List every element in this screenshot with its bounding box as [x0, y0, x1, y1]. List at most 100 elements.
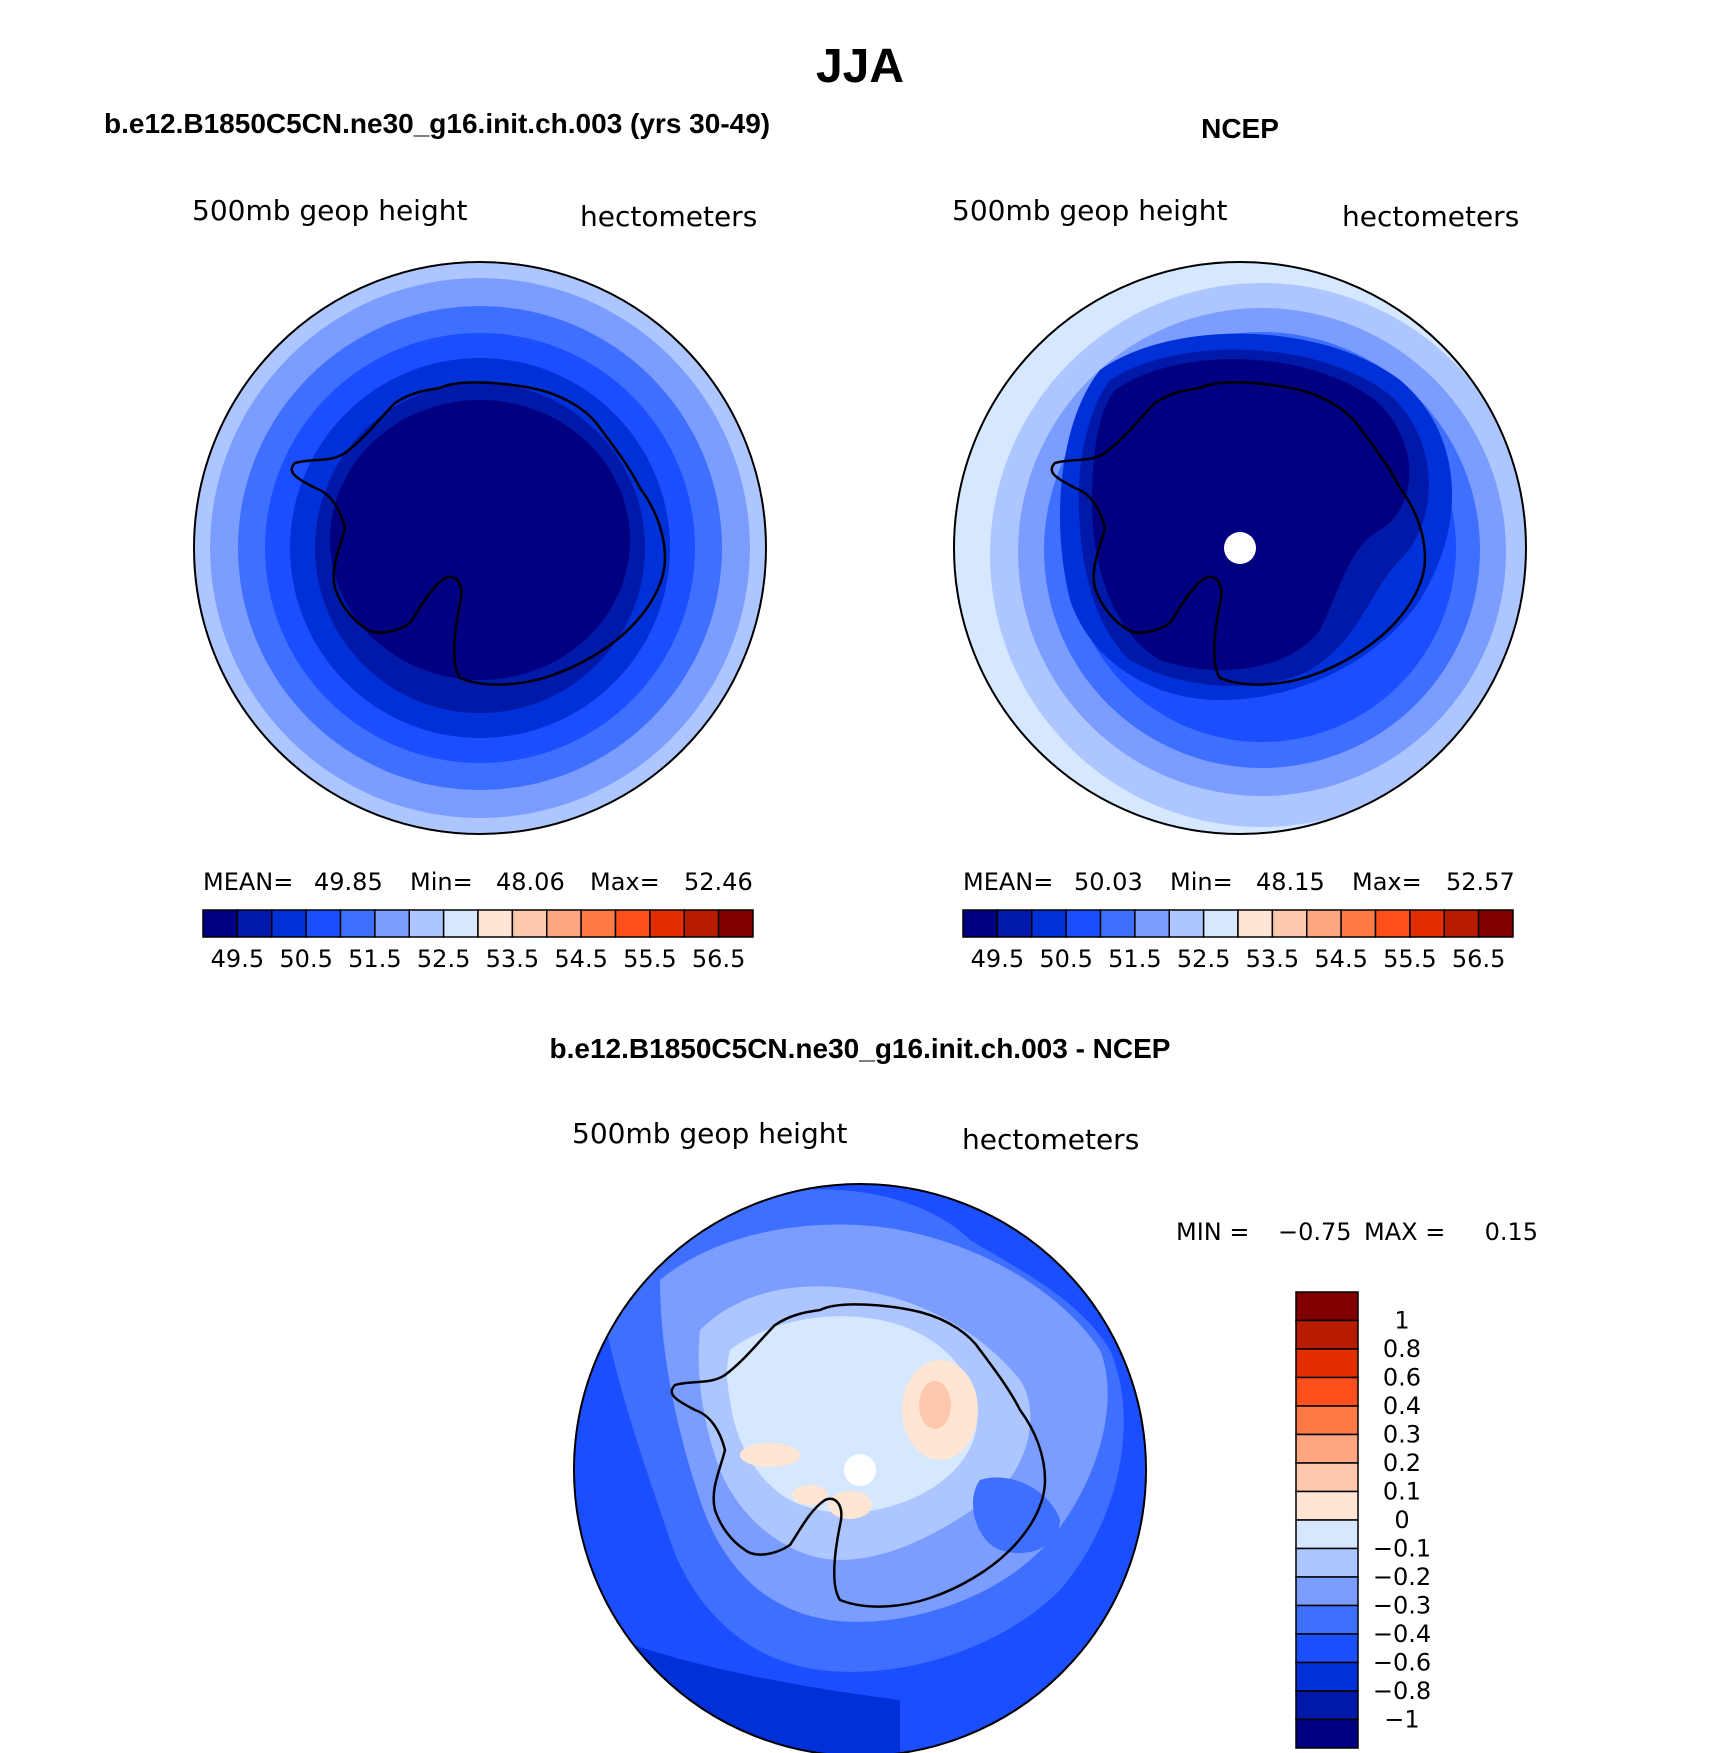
panel-model-variable-label: 500mb geop height — [192, 194, 467, 227]
panel-model-title: b.e12.B1850C5CN.ne30_g16.init.ch.003 (yr… — [104, 108, 770, 139]
colorbar-swatch — [477, 909, 514, 938]
colorbar-swatch — [580, 909, 617, 938]
panel-model-min-value: 48.06 — [496, 868, 565, 896]
colorbar-tick-label: −0.8 — [1373, 1677, 1431, 1705]
panel-difference-variable-label: 500mb geop height — [572, 1117, 847, 1150]
colorbar-tick-label: −0.3 — [1373, 1592, 1431, 1620]
colorbar-tick-label: 49.5 — [211, 945, 264, 973]
panel-difference-min-label: MIN = — [1176, 1218, 1249, 1246]
colorbar-tick-label: 53.5 — [486, 945, 539, 973]
colorbar-swatch — [236, 909, 273, 938]
colorbar-tick-label: 51.5 — [348, 945, 401, 973]
panel-ncep-mean-value: 50.03 — [1074, 868, 1143, 896]
colorbar-swatch — [996, 909, 1033, 938]
panel-ncep-min-label: Min= — [1170, 868, 1233, 896]
colorbar-tick-label: 51.5 — [1108, 945, 1161, 973]
colorbar-tick-label: 0.2 — [1383, 1449, 1421, 1477]
colorbar-swatch — [1374, 909, 1411, 938]
colorbar-tick-label: 52.5 — [417, 945, 470, 973]
colorbar-tick-label: 54.5 — [1314, 945, 1367, 973]
colorbar-swatch — [1065, 909, 1102, 938]
panel-ncep-max-value: 52.57 — [1446, 868, 1515, 896]
colorbar-swatch — [1295, 1576, 1359, 1607]
colorbar-swatch — [546, 909, 582, 938]
colorbar-tick-label: 0.4 — [1383, 1392, 1421, 1420]
panel-difference-map-border — [573, 1183, 1147, 1753]
colorbar-tick-label: 0.1 — [1383, 1478, 1421, 1506]
colorbar-swatch — [1295, 1519, 1359, 1550]
panel-difference-max-value: 0.15 — [1485, 1218, 1538, 1246]
colorbar-swatch — [1295, 1547, 1359, 1578]
panel-difference-title: b.e12.B1850C5CN.ne30_g16.init.ch.003 - N… — [550, 1033, 1171, 1064]
panel-ncep-map — [954, 262, 1526, 834]
colorbar-tick-label: −0.1 — [1373, 1535, 1431, 1563]
panel-ncep-variable-label: 500mb geop height — [952, 194, 1227, 227]
colorbar-swatch — [1340, 909, 1377, 938]
colorbar-swatch — [1295, 1291, 1359, 1322]
colorbar-tick-label: 54.5 — [554, 945, 607, 973]
colorbar-swatch — [271, 909, 307, 938]
colorbar-tick-label: 0.3 — [1383, 1421, 1421, 1449]
colorbar-swatch — [649, 909, 685, 938]
colorbar-tick-label: −0.2 — [1373, 1563, 1431, 1591]
colorbar-swatch — [442, 909, 479, 938]
colorbar-swatch — [1295, 1718, 1359, 1749]
colorbar-swatch — [1295, 1604, 1359, 1635]
colorbar-swatch — [374, 909, 410, 938]
colorbar-tick-label: 0 — [1394, 1506, 1409, 1534]
figure-title: JJA — [816, 40, 904, 93]
colorbar-swatch — [1295, 1633, 1359, 1664]
colorbar-swatch — [717, 909, 754, 938]
colorbar-tick-label: 49.5 — [971, 945, 1024, 973]
colorbar-swatch — [1306, 909, 1342, 938]
panel-difference-map — [574, 1184, 1146, 1753]
colorbar-tick-label: 55.5 — [1383, 945, 1436, 973]
panel-model-units-label: hectometers — [580, 200, 757, 233]
colorbar-tick-label: 50.5 — [279, 945, 332, 973]
panel-model-max-value: 52.46 — [684, 868, 753, 896]
panel-model-mean-label: MEAN= — [203, 868, 293, 896]
colorbar-swatch — [1295, 1348, 1359, 1379]
missing-data-pole — [844, 1454, 876, 1486]
colorbar-tick-label: −0.6 — [1373, 1649, 1431, 1677]
colorbar-swatch — [1099, 909, 1136, 938]
panel-difference-max-label: MAX = — [1364, 1218, 1445, 1246]
colorbar-tick-label: 56.5 — [1452, 945, 1505, 973]
panel-ncep-colorbar: 49.5 50.5 51.5 52.5 53.5 54.5 55.5 56.5 — [962, 909, 1514, 973]
missing-data-pole — [1224, 532, 1256, 564]
colorbar-swatch — [1031, 909, 1067, 938]
colorbar-swatch — [1295, 1405, 1359, 1436]
colorbar-swatch — [1271, 909, 1308, 938]
colorbar-swatch — [1409, 909, 1445, 938]
colorbar-swatch — [1295, 1661, 1359, 1692]
panel-ncep-min-value: 48.15 — [1256, 868, 1325, 896]
colorbar-swatch — [1237, 909, 1274, 938]
panel-ncep-mean-label: MEAN= — [963, 868, 1053, 896]
panel-difference-colorbar: 10.80.60.40.30.20.10−0.1−0.2−0.3−0.4−0.6… — [1295, 1291, 1431, 1749]
colorbar-swatch — [202, 909, 239, 938]
colorbar-swatch — [614, 909, 651, 938]
colorbar-tick-label: 1 — [1394, 1307, 1409, 1335]
colorbar-tick-label: 0.6 — [1383, 1364, 1421, 1392]
panel-ncep-title: NCEP — [1201, 113, 1279, 144]
colorbar-swatch — [1295, 1376, 1359, 1407]
colorbar-swatch — [1443, 909, 1480, 938]
colorbar-tick-label: 0.8 — [1383, 1335, 1421, 1363]
panel-difference-units-label: hectometers — [962, 1123, 1139, 1156]
colorbar-swatch — [1295, 1433, 1359, 1464]
panel-ncep-units-label: hectometers — [1342, 200, 1519, 233]
colorbar-swatch — [1202, 909, 1239, 938]
colorbar-swatch — [1295, 1462, 1359, 1493]
panel-ncep: NCEP 500mb geop height hectometers MEAN=… — [952, 113, 1527, 973]
colorbar-swatch — [683, 909, 720, 938]
panel-difference: b.e12.B1850C5CN.ne30_g16.init.ch.003 - N… — [550, 1033, 1538, 1753]
colorbar-swatch — [339, 909, 376, 938]
panel-model: b.e12.B1850C5CN.ne30_g16.init.ch.003 (yr… — [104, 108, 770, 973]
colorbar-swatch — [305, 909, 342, 938]
panel-model-map-border — [193, 261, 767, 835]
panel-difference-min-value: −0.75 — [1278, 1218, 1352, 1246]
colorbar-swatch — [1295, 1490, 1359, 1521]
panel-ncep-map-border — [953, 261, 1527, 835]
colorbar-tick-label: 53.5 — [1246, 945, 1299, 973]
panel-model-colorbar: 49.5 50.5 51.5 52.5 53.5 54.5 55.5 56.5 — [202, 909, 754, 973]
